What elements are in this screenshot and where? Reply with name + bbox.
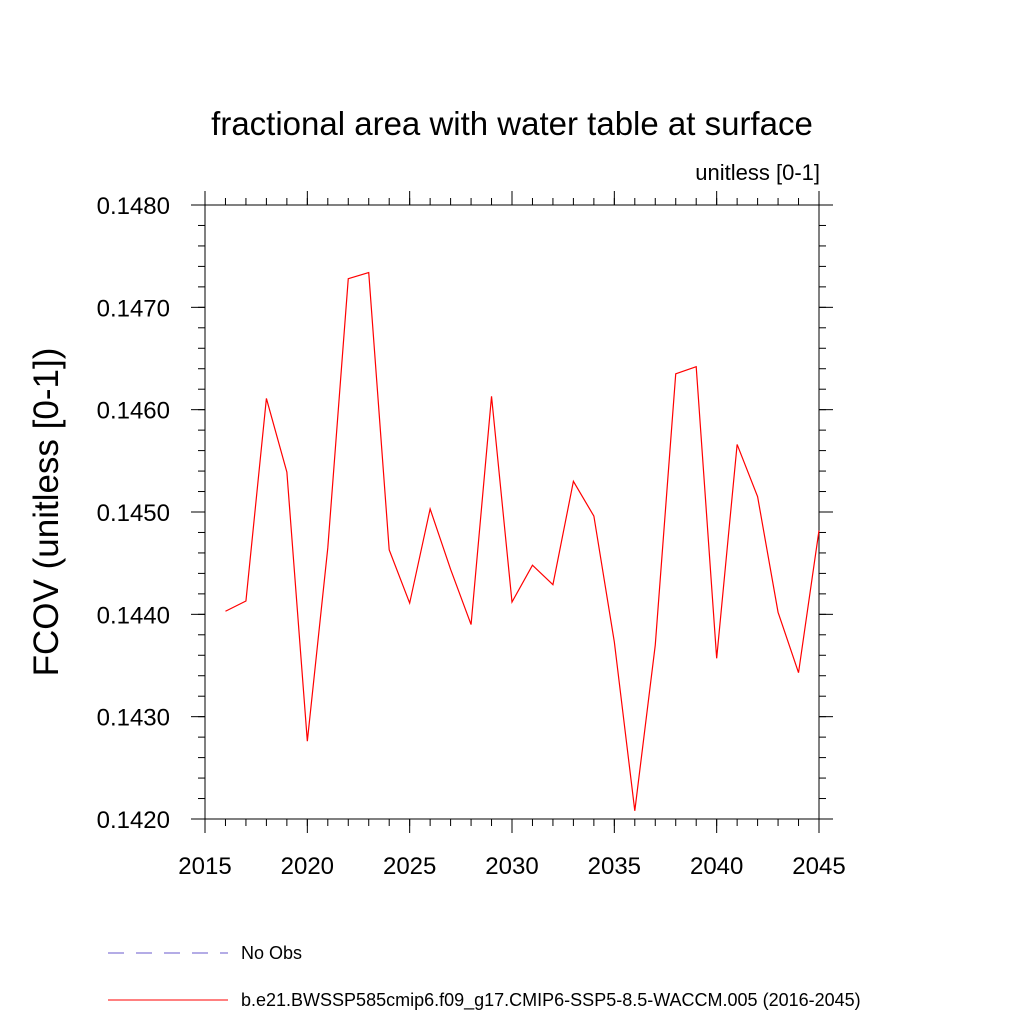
chart-subtitle: unitless [0-1]	[695, 160, 820, 185]
y-tick-label: 0.1440	[97, 602, 170, 629]
y-tick-label: 0.1430	[97, 705, 170, 732]
legend-label-1: b.e21.BWSSP585cmip6.f09_g17.CMIP6-SSP5-8…	[241, 990, 861, 1011]
legend: No Obs b.e21.BWSSP585cmip6.f09_g17.CMIP6-…	[108, 943, 861, 1011]
y-tick-label: 0.1480	[97, 193, 170, 220]
y-axis: 0.1420 0.1430 0.1440 0.1450 0.1460 0.1470 0.14…	[97, 193, 833, 834]
chart-title: fractional area with water table at surf…	[211, 105, 813, 142]
legend-label-0: No Obs	[241, 943, 302, 963]
x-tick-label: 2045	[792, 853, 845, 880]
y-axis-label: FCOV (unitless [0-1])	[27, 348, 66, 677]
x-tick-label: 2030	[485, 853, 538, 880]
x-tick-label: 2020	[281, 853, 334, 880]
x-tick-label: 2040	[690, 853, 743, 880]
y-tick-label: 0.1470	[97, 295, 170, 322]
y-tick-label: 0.1420	[97, 807, 170, 834]
x-tick-label: 2025	[383, 853, 436, 880]
series-line-1	[225, 271, 820, 811]
x-tick-label: 2035	[588, 853, 641, 880]
x-tick-label: 2015	[178, 853, 231, 880]
plot-frame	[204, 204, 820, 820]
y-tick-label: 0.1460	[97, 398, 170, 425]
x-axis: 2015 2020 2025 2030 2035 2040 2045	[178, 191, 846, 880]
y-tick-label: 0.1450	[97, 500, 170, 527]
series-layer	[225, 271, 820, 811]
